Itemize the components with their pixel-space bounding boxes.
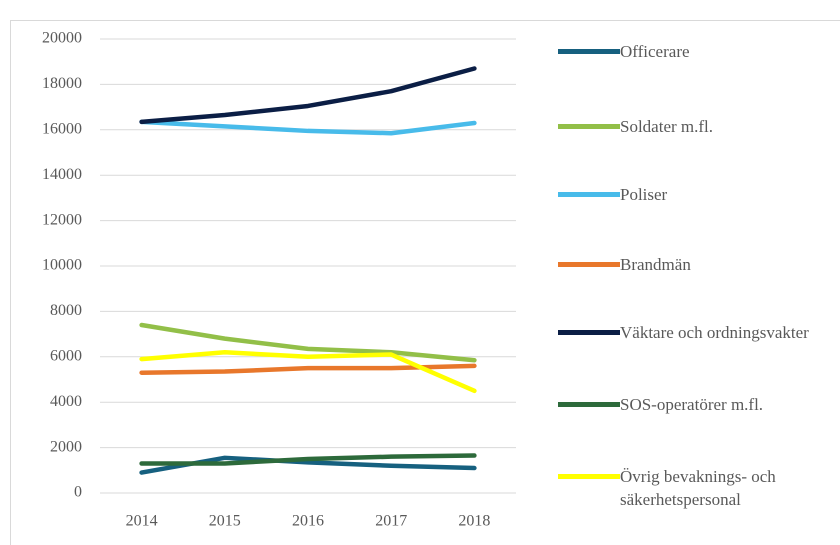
series-line <box>139 350 477 394</box>
x-tick-label: 2014 <box>126 513 158 530</box>
legend-swatch <box>558 262 620 267</box>
legend-label: Soldater m.fl. <box>620 117 714 136</box>
x-tick-label: 2016 <box>292 513 324 530</box>
legend-item: Väktare och ordningsvakter <box>558 321 820 344</box>
y-tick-label: 14000 <box>42 166 82 183</box>
y-tick-label: 2000 <box>50 438 82 455</box>
legend-item: SOS-operatörer m.fl. <box>558 393 820 416</box>
chart-frame <box>10 20 840 545</box>
legend-item: Soldater m.fl. <box>558 115 820 138</box>
legend-label: Väktare och ordningsvakter <box>620 323 809 342</box>
y-tick-label: 0 <box>74 484 82 501</box>
series-line <box>139 453 477 466</box>
y-tick-label: 12000 <box>42 211 82 228</box>
legend-label: Poliser <box>620 185 668 204</box>
y-tick-label: 10000 <box>42 257 82 274</box>
legend-item: Officerare <box>558 40 820 63</box>
legend-item: Poliser <box>558 183 820 206</box>
legend-label: Övrig bevaknings- och säkerhetspersonal <box>620 467 776 509</box>
y-tick-label: 16000 <box>42 120 82 137</box>
legend-swatch <box>558 474 620 479</box>
y-tick-label: 8000 <box>50 302 82 319</box>
legend-swatch <box>558 49 620 54</box>
legend-label: Brandmän <box>620 255 691 274</box>
x-tick-label: 2018 <box>458 513 490 530</box>
legend-swatch <box>558 330 620 335</box>
series-line <box>139 119 477 136</box>
series-line <box>139 322 477 363</box>
legend-item: Övrig bevaknings- och säkerhetspersonal <box>558 465 820 511</box>
y-tick-label: 4000 <box>50 393 82 410</box>
legend-item: Brandmän <box>558 253 820 276</box>
y-tick-label: 18000 <box>42 75 82 92</box>
legend-swatch <box>558 124 620 129</box>
y-tick-label: 20000 <box>42 30 82 47</box>
x-tick-label: 2015 <box>209 513 241 530</box>
legend-label: Officerare <box>620 42 690 61</box>
legend-swatch <box>558 192 620 197</box>
legend-swatch <box>558 402 620 407</box>
series-line <box>139 66 477 125</box>
legend-label: SOS-operatörer m.fl. <box>620 395 764 414</box>
x-tick-label: 2017 <box>375 513 407 530</box>
y-tick-label: 6000 <box>50 347 82 364</box>
